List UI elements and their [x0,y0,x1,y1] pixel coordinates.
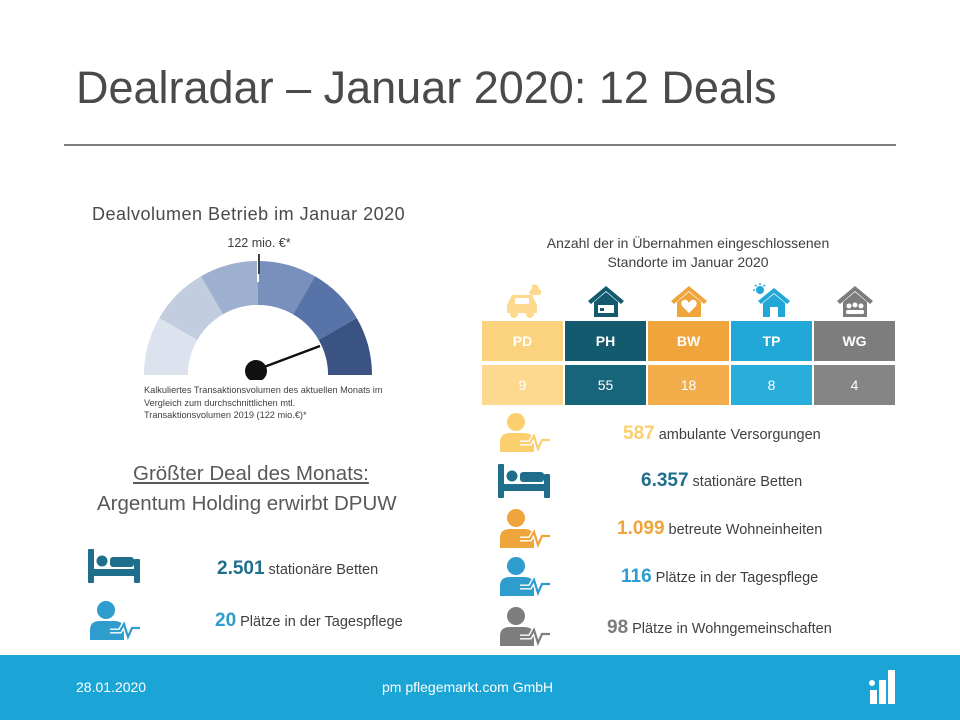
sites-title-line2: Standorte im Januar 2020 [607,254,769,270]
dealvolume-gauge [144,252,372,380]
house-heart-icon [671,286,707,317]
category-head-pd: PD [482,321,563,361]
site-stat-beds: 6.357 stationäre Betten [641,470,802,492]
footer-bar [0,655,960,720]
stat-label: Plätze in Wohngemeinschaften [632,621,832,637]
gauge-note: Kalkuliertes Transaktionsvolumen des akt… [144,385,383,420]
house-sun-icon [753,283,790,317]
house-people-icon [837,286,873,317]
biggest-deal-subheading: Argentum Holding erwirbt DPUW [97,492,397,515]
gauge-marker-tick [258,254,260,274]
stat-label: Plätze in der Tagespflege [655,570,819,586]
gauge-segment-5 [293,276,357,340]
bed-icon [88,549,140,583]
stat-number: 587 [623,423,655,444]
stat-number: 6.357 [641,470,689,491]
category-count-tp: 8 [731,365,812,405]
site-stat-ambulant: 587 ambulante Versorgungen [623,423,821,445]
bed-icon [498,464,550,498]
company-logo-icon [869,670,895,704]
category-head-ph: PH [565,321,646,361]
stat-label: betreute Wohneinheiten [668,522,823,538]
category-count-wg: 4 [814,365,895,405]
biggest-deal-stat-daycare: 20 Plätze in der Tagespflege [215,610,403,632]
category-head-wg: WG [814,321,895,361]
stat-label: ambulante Versorgungen [658,427,821,443]
gauge-segment-1 [144,318,198,375]
person-heartbeat-icon [90,601,140,640]
biggest-deal-heading: Größter Deal des Monats: [133,462,369,485]
page-title: Dealradar – Januar 2020: 12 Deals [76,62,777,113]
stat-number: 98 [607,617,629,638]
gauge-title: Dealvolumen Betrieb im Januar 2020 [92,204,406,224]
gauge-marker-label: 122 mio. €* [227,236,291,250]
stat-number: 1.099 [617,518,665,539]
person-heartbeat-icon [500,509,550,548]
title-divider [64,144,896,146]
person-heartbeat-icon [500,607,550,646]
category-count-ph: 55 [565,365,646,405]
footer-company: pm pflegemarkt.com GmbH [382,679,554,695]
category-head-bw: BW [648,321,729,361]
sites-title: Anzahl der in Übernahmen eingeschlossene… [480,234,896,272]
sites-title-line1: Anzahl der in Übernahmen eingeschlossene… [546,235,830,251]
site-stat-assisted-living: 1.099 betreute Wohneinheiten [617,518,822,540]
stat-label: stationäre Betten [268,562,379,578]
person-heartbeat-icon [500,413,550,452]
stat-number: 116 [621,566,652,587]
footer-date: 28.01.2020 [76,679,147,695]
person-heartbeat-icon [500,557,550,596]
house-bed-icon [588,286,624,317]
stat-label: stationäre Betten [692,474,803,490]
stat-label: Plätze in der Tagespflege [240,614,403,630]
category-head-tp: TP [731,321,812,361]
site-stat-daycare: 116 Plätze in der Tagespflege [621,566,818,588]
gauge-segment-2 [159,276,223,340]
biggest-deal-stat-beds: 2.501 stationäre Betten [217,558,378,580]
site-stat-shared-housing: 98 Plätze in Wohngemeinschaften [607,617,832,639]
car-icon [507,284,542,318]
gauge-needle [255,344,321,372]
gauge-segment-3 [201,261,258,315]
gauge-needle-hub [245,360,267,380]
stat-number: 20 [215,610,237,631]
stat-number: 2.501 [217,558,265,579]
gauge-segment-6 [318,318,372,375]
category-count-bw: 18 [648,365,729,405]
category-count-pd: 9 [482,365,563,405]
gauge-segment-4 [258,261,315,315]
